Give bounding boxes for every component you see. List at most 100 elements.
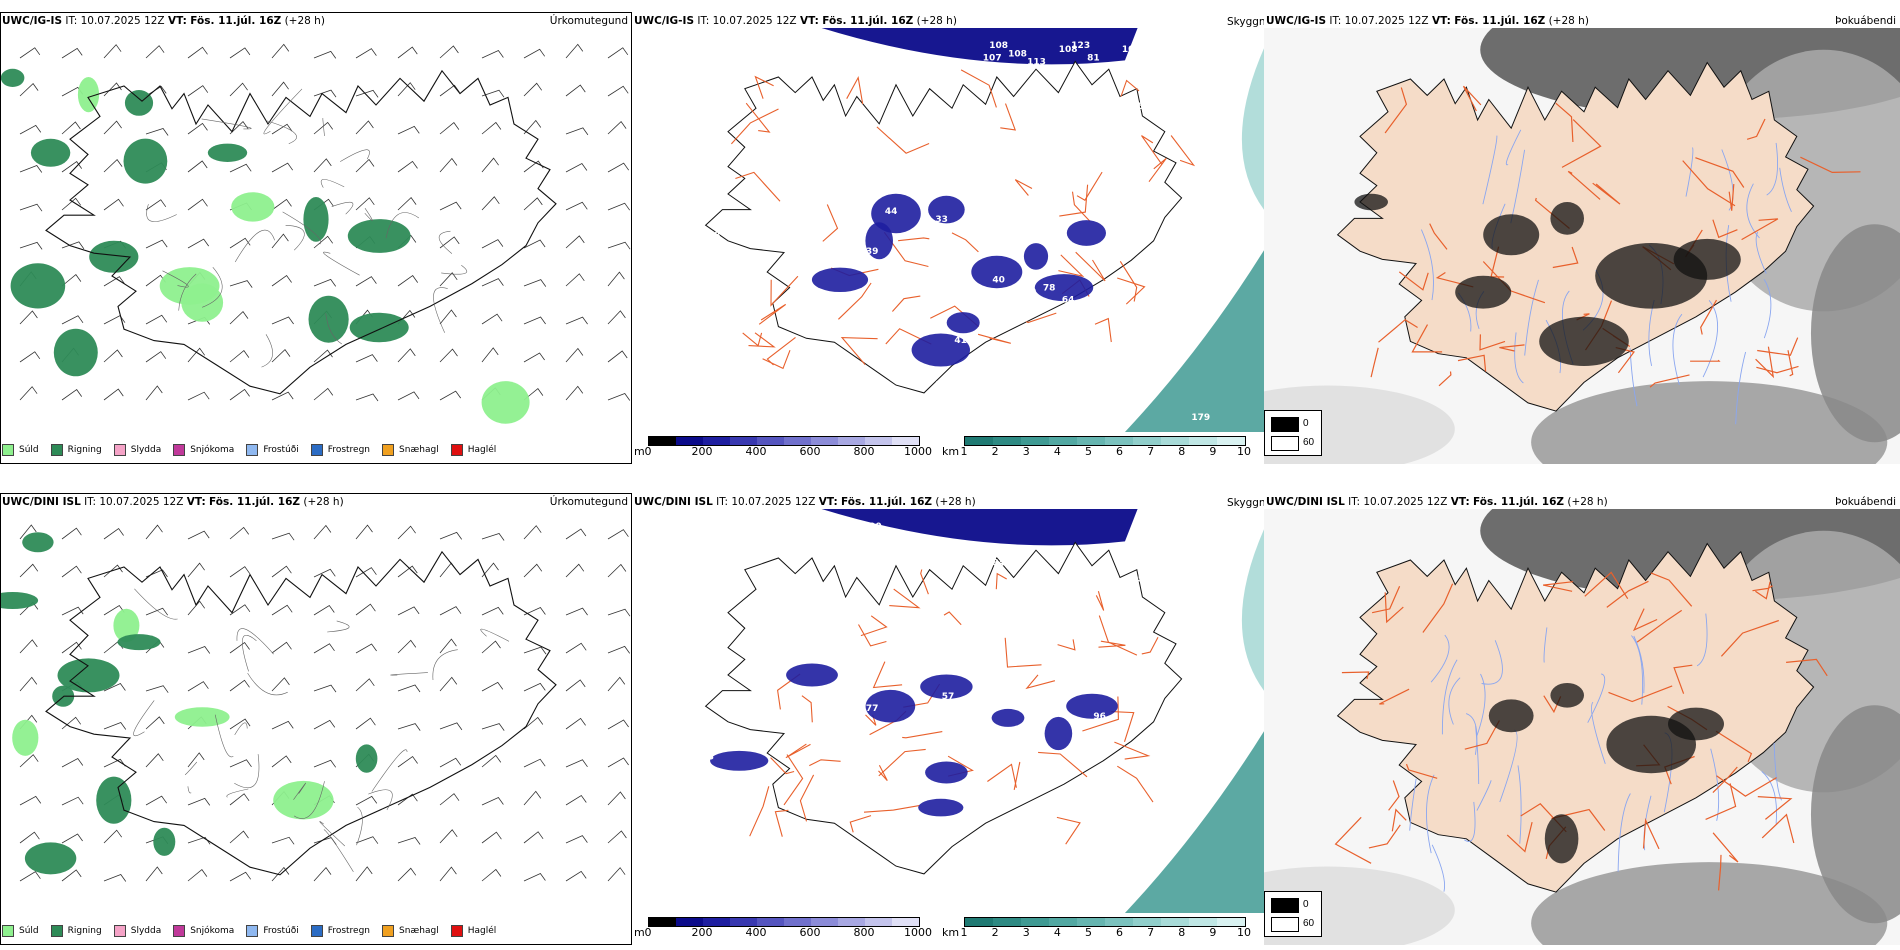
color-scale-swatch: [1077, 918, 1105, 926]
fog-index-map: [1264, 28, 1900, 464]
river: [1420, 229, 1434, 301]
scale-tick-label: 2: [991, 445, 999, 458]
wind-barb: [103, 276, 125, 287]
wind-barb: [61, 315, 84, 325]
wind-barb: [103, 388, 124, 401]
init-time: 10.07.2025 12Z: [80, 15, 165, 27]
fog-patch: [1673, 238, 1741, 280]
precip-area: [30, 138, 71, 167]
wind-barb: [313, 604, 335, 616]
road-line: [323, 251, 360, 276]
scale-tick-label: 6: [1116, 445, 1124, 458]
road: [1098, 615, 1138, 656]
road: [889, 588, 921, 609]
wind-barb: [439, 348, 458, 363]
color-scale-swatch: [1161, 437, 1189, 445]
wind-barb: [313, 158, 332, 173]
ceiling-value-label: 108: [989, 41, 1008, 51]
init-time: 10.07.2025 12Z: [1363, 496, 1448, 508]
wind-barb: [565, 642, 587, 654]
wind-barb: [145, 685, 169, 693]
wind-barb: [271, 836, 295, 845]
wind-barbs: [19, 524, 631, 882]
wind-barb: [313, 235, 334, 249]
it-label: IT:: [697, 15, 710, 27]
river: [1543, 627, 1548, 663]
wind-barb: [607, 162, 630, 173]
precip-legend-label: Súld: [19, 445, 39, 455]
precip-area: [181, 283, 224, 322]
wind-barb: [397, 348, 416, 363]
wind-barb: [481, 89, 505, 98]
ceiling-value-label: 107: [983, 53, 1002, 63]
road: [1057, 639, 1076, 651]
wind-barb: [313, 349, 333, 363]
precip-legend-label: Frostúði: [263, 445, 299, 455]
fog-legend: 0 60: [1264, 410, 1322, 456]
wind-barb: [19, 82, 39, 97]
wind-barb: [145, 795, 168, 806]
precip-area: [174, 707, 230, 727]
precip-area: [117, 634, 161, 651]
road: [1038, 751, 1088, 778]
ceiling-value-label: 109: [1122, 45, 1141, 55]
wind-barb: [187, 836, 211, 845]
panel-header: UWC/IG-IS IT: 10.07.2025 12Z VT: Fös. 11…: [632, 12, 1264, 28]
wind-barb: [607, 350, 628, 363]
fog-patch: [1488, 699, 1534, 733]
wind-barb: [313, 684, 337, 693]
road: [1606, 580, 1649, 608]
ceiling-area: [710, 750, 769, 771]
road: [1457, 354, 1487, 372]
model-name: UWC/DINI ISL: [634, 496, 713, 508]
ceiling-scale: m 0 200 400 600 800 1000: [634, 917, 934, 941]
ceiling-area: [1066, 693, 1118, 719]
road-line: [323, 829, 354, 872]
lead-time: (+28 h): [1567, 496, 1608, 508]
precip-legend-label: Frostúði: [263, 926, 299, 936]
precip-legend-label: Snjókoma: [190, 926, 235, 936]
color-scale-swatch: [703, 437, 730, 445]
scale-unit: km: [942, 926, 960, 939]
wind-barbs: [19, 43, 631, 402]
wind-barb: [103, 722, 127, 730]
wind-barb: [271, 162, 294, 173]
wind-barb: [355, 48, 377, 59]
ceiling-area: [865, 222, 893, 260]
road-line: [325, 313, 342, 345]
ceiling-value-label: 57: [1138, 575, 1151, 585]
color-scale-swatch: [892, 918, 919, 926]
wind-barb: [61, 389, 83, 401]
precip-legend-swatch: [173, 925, 186, 937]
wind-barb: [397, 565, 418, 578]
wind-barb: [565, 717, 586, 730]
road: [1506, 821, 1533, 853]
coastline: [704, 60, 1183, 394]
panel-title: Úrkomutegund: [549, 15, 628, 27]
panel-header: UWC/DINI ISL IT: 10.07.2025 12Z VT: Fös.…: [0, 493, 632, 509]
fog-patch: [1455, 275, 1512, 309]
vt-label: VT:: [186, 496, 206, 508]
vt-label: VT:: [1450, 496, 1470, 508]
ceiling-value-label: 99: [929, 551, 942, 561]
road: [943, 611, 962, 626]
road: [878, 748, 926, 777]
ceiling-value-label: 40: [992, 276, 1005, 286]
wind-barb: [523, 606, 546, 616]
scale-tick-label: 200: [691, 445, 713, 458]
road: [1117, 277, 1146, 305]
color-scale-swatch: [1133, 918, 1161, 926]
wind-barb: [355, 678, 375, 692]
road: [1728, 184, 1735, 211]
road: [1746, 118, 1766, 140]
fog-index-map: [1264, 509, 1900, 945]
precip-legend-item: Frostregn: [310, 444, 370, 456]
wind-barb: [439, 757, 462, 768]
fog-field: [1810, 224, 1900, 443]
wind-barb: [523, 872, 546, 882]
road: [1499, 344, 1525, 352]
wind-barb: [229, 163, 252, 173]
fog-patch: [1539, 316, 1629, 366]
color-scale-swatch: [757, 918, 784, 926]
ceiling-value-label: 108: [1059, 45, 1078, 55]
